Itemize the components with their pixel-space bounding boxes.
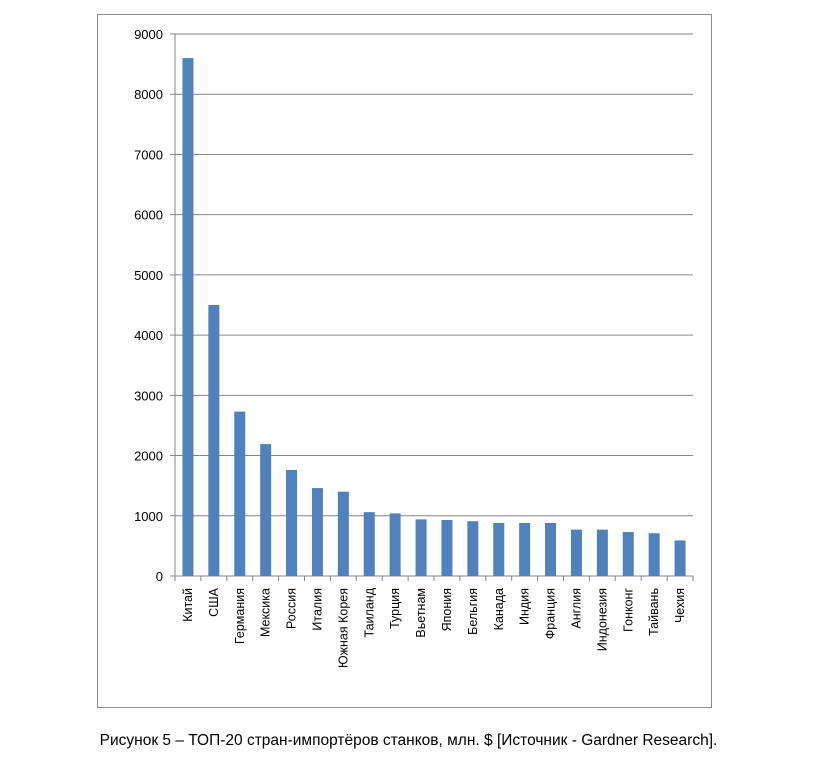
x-tick-label: Италия: [310, 588, 324, 631]
y-tick-label: 0: [156, 569, 163, 584]
bar-10: [441, 519, 453, 576]
bar-6: [337, 491, 349, 576]
x-tick-label: Бельгия: [466, 588, 480, 635]
y-tick-label: 6000: [134, 208, 163, 223]
x-tick-label: Тайвань: [647, 588, 661, 636]
bar-0: [182, 58, 194, 577]
bar-15: [570, 529, 582, 576]
x-tick-label: Гонконг: [621, 588, 635, 632]
x-tick-label: Южная Корея: [336, 588, 350, 668]
x-tick-label: Таиланд: [362, 587, 376, 637]
x-tick-label: Германия: [233, 588, 247, 644]
bar-16: [596, 529, 608, 576]
x-tick-label: Индонезия: [595, 588, 609, 651]
bar-5: [311, 488, 323, 576]
y-tick-label: 7000: [134, 147, 163, 162]
x-tick-label: Вьетнам: [414, 588, 428, 638]
bar-1: [208, 305, 220, 576]
bar-7: [363, 512, 375, 576]
bar-18: [648, 533, 660, 576]
y-tick-label: 3000: [134, 388, 163, 403]
bar-3: [260, 444, 272, 576]
y-tick-label: 5000: [134, 268, 163, 283]
x-tick-label: Чехия: [673, 588, 687, 623]
x-tick-label: Мексика: [259, 588, 273, 637]
bar-13: [519, 523, 531, 576]
bar-19: [674, 540, 686, 576]
bar-4: [286, 470, 298, 576]
chart-frame: [97, 14, 712, 708]
bar-14: [545, 523, 557, 576]
bar-11: [467, 521, 479, 576]
bar-9: [415, 519, 427, 576]
y-tick-label: 4000: [134, 328, 163, 343]
bar-8: [389, 513, 401, 576]
x-tick-label: США: [207, 587, 221, 616]
x-tick-label: Англия: [569, 588, 583, 629]
y-tick-label: 9000: [134, 27, 163, 42]
figure-caption: Рисунок 5 – ТОП-20 стран-импортёров стан…: [99, 732, 718, 749]
y-tick-label: 1000: [134, 509, 163, 524]
bar-12: [493, 523, 505, 576]
x-tick-label: Индия: [518, 588, 532, 625]
x-tick-label: Турция: [388, 588, 402, 629]
x-tick-label: Япония: [440, 588, 454, 631]
y-tick-label: 8000: [134, 87, 163, 102]
bar-2: [234, 411, 246, 576]
x-tick-label: Китай: [181, 588, 195, 622]
y-tick-label: 2000: [134, 449, 163, 464]
bar-17: [622, 532, 634, 576]
x-tick-label: Франция: [544, 588, 558, 639]
x-tick-label: Канада: [492, 588, 506, 630]
x-tick-label: Россия: [285, 588, 299, 629]
